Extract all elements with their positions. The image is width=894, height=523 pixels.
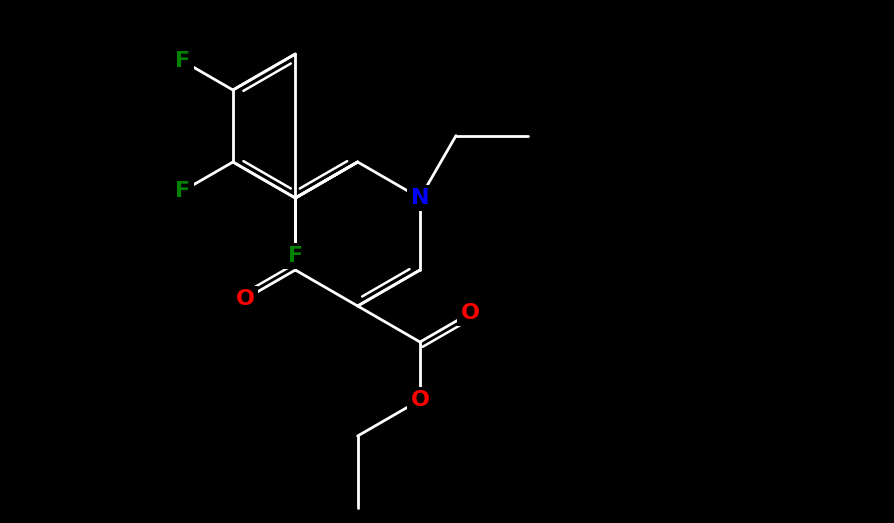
Text: O: O — [460, 303, 479, 323]
Text: F: F — [175, 51, 190, 71]
Text: O: O — [410, 390, 429, 410]
Text: N: N — [410, 188, 429, 208]
Text: F: F — [175, 181, 190, 201]
Text: O: O — [235, 289, 254, 309]
Text: F: F — [287, 246, 302, 266]
